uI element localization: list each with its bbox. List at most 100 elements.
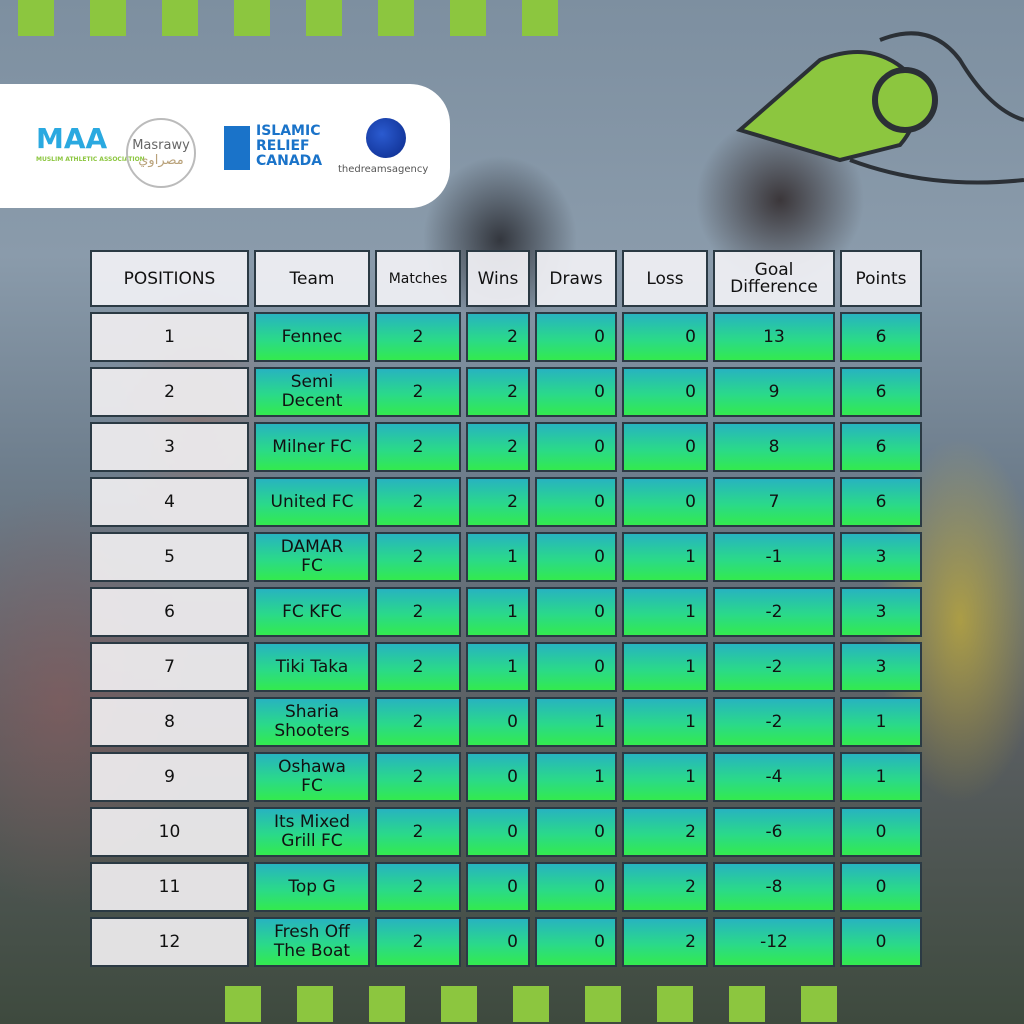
loss-cell: 1 xyxy=(622,752,708,802)
loss-cell: 0 xyxy=(622,312,708,362)
checker-square xyxy=(261,986,297,1022)
checker-square xyxy=(450,0,486,36)
checker-square xyxy=(369,986,405,1022)
wins-cell: 2 xyxy=(466,312,530,362)
checker-square xyxy=(405,986,441,1022)
points-cell: 1 xyxy=(840,697,922,747)
checker-square xyxy=(621,986,657,1022)
points-cell: 6 xyxy=(840,367,922,417)
wins-cell: 0 xyxy=(466,807,530,857)
matches-cell: 2 xyxy=(375,312,461,362)
draws-cell: 0 xyxy=(535,917,617,967)
checker-square xyxy=(234,0,270,36)
position-cell: 11 xyxy=(90,862,249,912)
matches-cell: 2 xyxy=(375,697,461,747)
team-cell: Milner FC xyxy=(254,422,370,472)
wins-cell: 2 xyxy=(466,422,530,472)
draws-cell: 1 xyxy=(535,752,617,802)
goal-difference-cell: -6 xyxy=(713,807,835,857)
table-row: 11 Top G 2 0 0 2 -8 0 xyxy=(90,862,922,912)
sponsor-logo-maa-subtitle: MUSLIM ATHLETIC ASSOCIATION xyxy=(36,156,145,163)
checker-square xyxy=(729,986,765,1022)
draws-cell: 0 xyxy=(535,532,617,582)
wins-cell: 1 xyxy=(466,642,530,692)
team-cell: Oshawa FC xyxy=(254,752,370,802)
checker-square xyxy=(585,986,621,1022)
checker-square xyxy=(801,986,837,1022)
goal-difference-cell: 8 xyxy=(713,422,835,472)
position-cell: 9 xyxy=(90,752,249,802)
goal-difference-cell: 7 xyxy=(713,477,835,527)
table-row: 9 Oshawa FC 2 0 1 1 -4 1 xyxy=(90,752,922,802)
draws-cell: 0 xyxy=(535,422,617,472)
position-cell: 8 xyxy=(90,697,249,747)
goal-difference-cell: 13 xyxy=(713,312,835,362)
column-header: Matches xyxy=(375,250,461,307)
loss-cell: 0 xyxy=(622,422,708,472)
column-header: POSITIONS xyxy=(90,250,249,307)
points-cell: 3 xyxy=(840,642,922,692)
checker-square xyxy=(693,986,729,1022)
matches-cell: 2 xyxy=(375,642,461,692)
draws-cell: 0 xyxy=(535,862,617,912)
checker-square xyxy=(765,986,801,1022)
dreams-agency-emblem xyxy=(366,118,406,158)
loss-cell: 1 xyxy=(622,587,708,637)
sponsor-bar: MAA MUSLIM ATHLETIC ASSOCIATION Masrawy م… xyxy=(0,84,450,208)
table-row: 3 Milner FC 2 2 0 0 8 6 xyxy=(90,422,922,472)
checker-square xyxy=(333,986,369,1022)
checker-square xyxy=(297,986,333,1022)
matches-cell: 2 xyxy=(375,807,461,857)
position-cell: 5 xyxy=(90,532,249,582)
wins-cell: 0 xyxy=(466,697,530,747)
checker-square xyxy=(441,986,477,1022)
whistle-icon xyxy=(735,31,1024,185)
table-row: 7 Tiki Taka 2 1 0 1 -2 3 xyxy=(90,642,922,692)
loss-cell: 0 xyxy=(622,477,708,527)
draws-cell: 0 xyxy=(535,477,617,527)
loss-cell: 1 xyxy=(622,642,708,692)
sponsor-logo-maa: MAA xyxy=(36,122,108,155)
goal-difference-cell: 9 xyxy=(713,367,835,417)
draws-cell: 0 xyxy=(535,807,617,857)
loss-cell: 2 xyxy=(622,917,708,967)
checker-square xyxy=(522,0,558,36)
draws-cell: 0 xyxy=(535,312,617,362)
checker-square xyxy=(414,20,450,56)
column-header: Points xyxy=(840,250,922,307)
goal-difference-cell: -4 xyxy=(713,752,835,802)
standings-table: POSITIONS Team Matches Wins Draws Loss Goal Di… xyxy=(85,245,927,972)
table-row: 12 Fresh Off The Boat 2 0 0 2 -12 0 xyxy=(90,917,922,967)
draws-cell: 0 xyxy=(535,587,617,637)
points-cell: 1 xyxy=(840,752,922,802)
masrawy-text: Masrawy xyxy=(132,138,190,153)
loss-cell: 1 xyxy=(622,532,708,582)
table-row: 10 Its Mixed Grill FC 2 0 0 2 -6 0 xyxy=(90,807,922,857)
points-cell: 0 xyxy=(840,807,922,857)
points-cell: 3 xyxy=(840,587,922,637)
points-cell: 0 xyxy=(840,862,922,912)
checker-square xyxy=(270,20,306,56)
team-cell: Fresh Off The Boat xyxy=(254,917,370,967)
wins-cell: 0 xyxy=(466,917,530,967)
points-cell: 6 xyxy=(840,422,922,472)
sponsor-logo-dreams-agency: thedreamsagency xyxy=(338,164,429,175)
matches-cell: 2 xyxy=(375,752,461,802)
column-header: Goal Difference xyxy=(713,250,835,307)
position-cell: 3 xyxy=(90,422,249,472)
table-row: 2 Semi Decent 2 2 0 0 9 6 xyxy=(90,367,922,417)
loss-cell: 0 xyxy=(622,367,708,417)
islamic-relief-emblem xyxy=(224,126,250,170)
table-row: 1 Fennec 2 2 0 0 13 6 xyxy=(90,312,922,362)
position-cell: 12 xyxy=(90,917,249,967)
draws-cell: 1 xyxy=(535,697,617,747)
goal-difference-cell: -1 xyxy=(713,532,835,582)
position-cell: 1 xyxy=(90,312,249,362)
matches-cell: 2 xyxy=(375,532,461,582)
checker-square xyxy=(198,20,234,56)
draws-cell: 0 xyxy=(535,642,617,692)
goal-difference-cell: -2 xyxy=(713,697,835,747)
team-cell: Sharia Shooters xyxy=(254,697,370,747)
wins-cell: 1 xyxy=(466,587,530,637)
team-cell: DAMAR FC xyxy=(254,532,370,582)
